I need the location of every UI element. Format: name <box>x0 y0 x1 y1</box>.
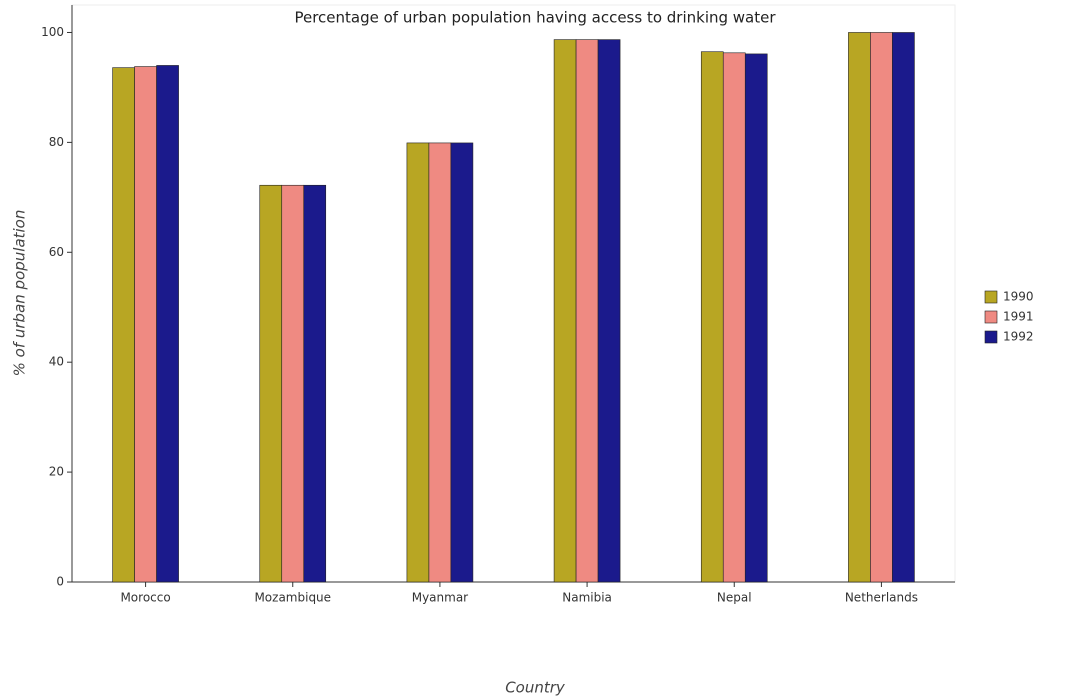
legend-label: 1992 <box>1003 330 1034 344</box>
legend-label: 1991 <box>1003 310 1034 324</box>
legend-swatch <box>984 310 998 324</box>
bar <box>112 67 135 583</box>
legend-swatch <box>984 330 998 344</box>
bar <box>722 52 746 583</box>
bar <box>406 142 430 583</box>
bar <box>303 184 327 583</box>
legend-swatch <box>984 290 998 304</box>
bar <box>428 142 452 583</box>
plot-frame <box>71 4 956 583</box>
bar <box>870 32 893 583</box>
y-tick-label: 60 <box>49 245 64 259</box>
bar <box>450 142 474 583</box>
y-tick-label: 0 <box>56 575 64 589</box>
x-tick-label: Namibia <box>562 591 612 605</box>
y-axis-label: % of urban population <box>11 210 29 377</box>
bar <box>892 32 915 583</box>
bar <box>553 39 577 583</box>
bar <box>597 39 621 583</box>
x-tick-label: Mozambique <box>254 591 331 605</box>
bar <box>744 53 768 583</box>
bar <box>700 51 724 583</box>
y-tick-label: 80 <box>49 135 64 149</box>
bar <box>134 66 157 583</box>
bar <box>575 39 599 583</box>
x-tick-label: Morocco <box>120 591 170 605</box>
bar <box>281 184 305 583</box>
bar <box>259 184 283 583</box>
y-tick-label: 100 <box>41 25 64 39</box>
bar <box>848 32 871 583</box>
x-axis-label: Country <box>505 679 566 697</box>
bar <box>156 65 179 583</box>
y-tick-label: 20 <box>49 465 64 479</box>
x-tick-label: Netherlands <box>845 591 918 605</box>
chart-title: Percentage of urban population having ac… <box>294 9 776 27</box>
y-tick-label: 40 <box>49 355 64 369</box>
x-tick-label: Nepal <box>717 591 752 605</box>
x-tick-label: Myanmar <box>412 591 468 605</box>
legend-label: 1990 <box>1003 290 1034 304</box>
